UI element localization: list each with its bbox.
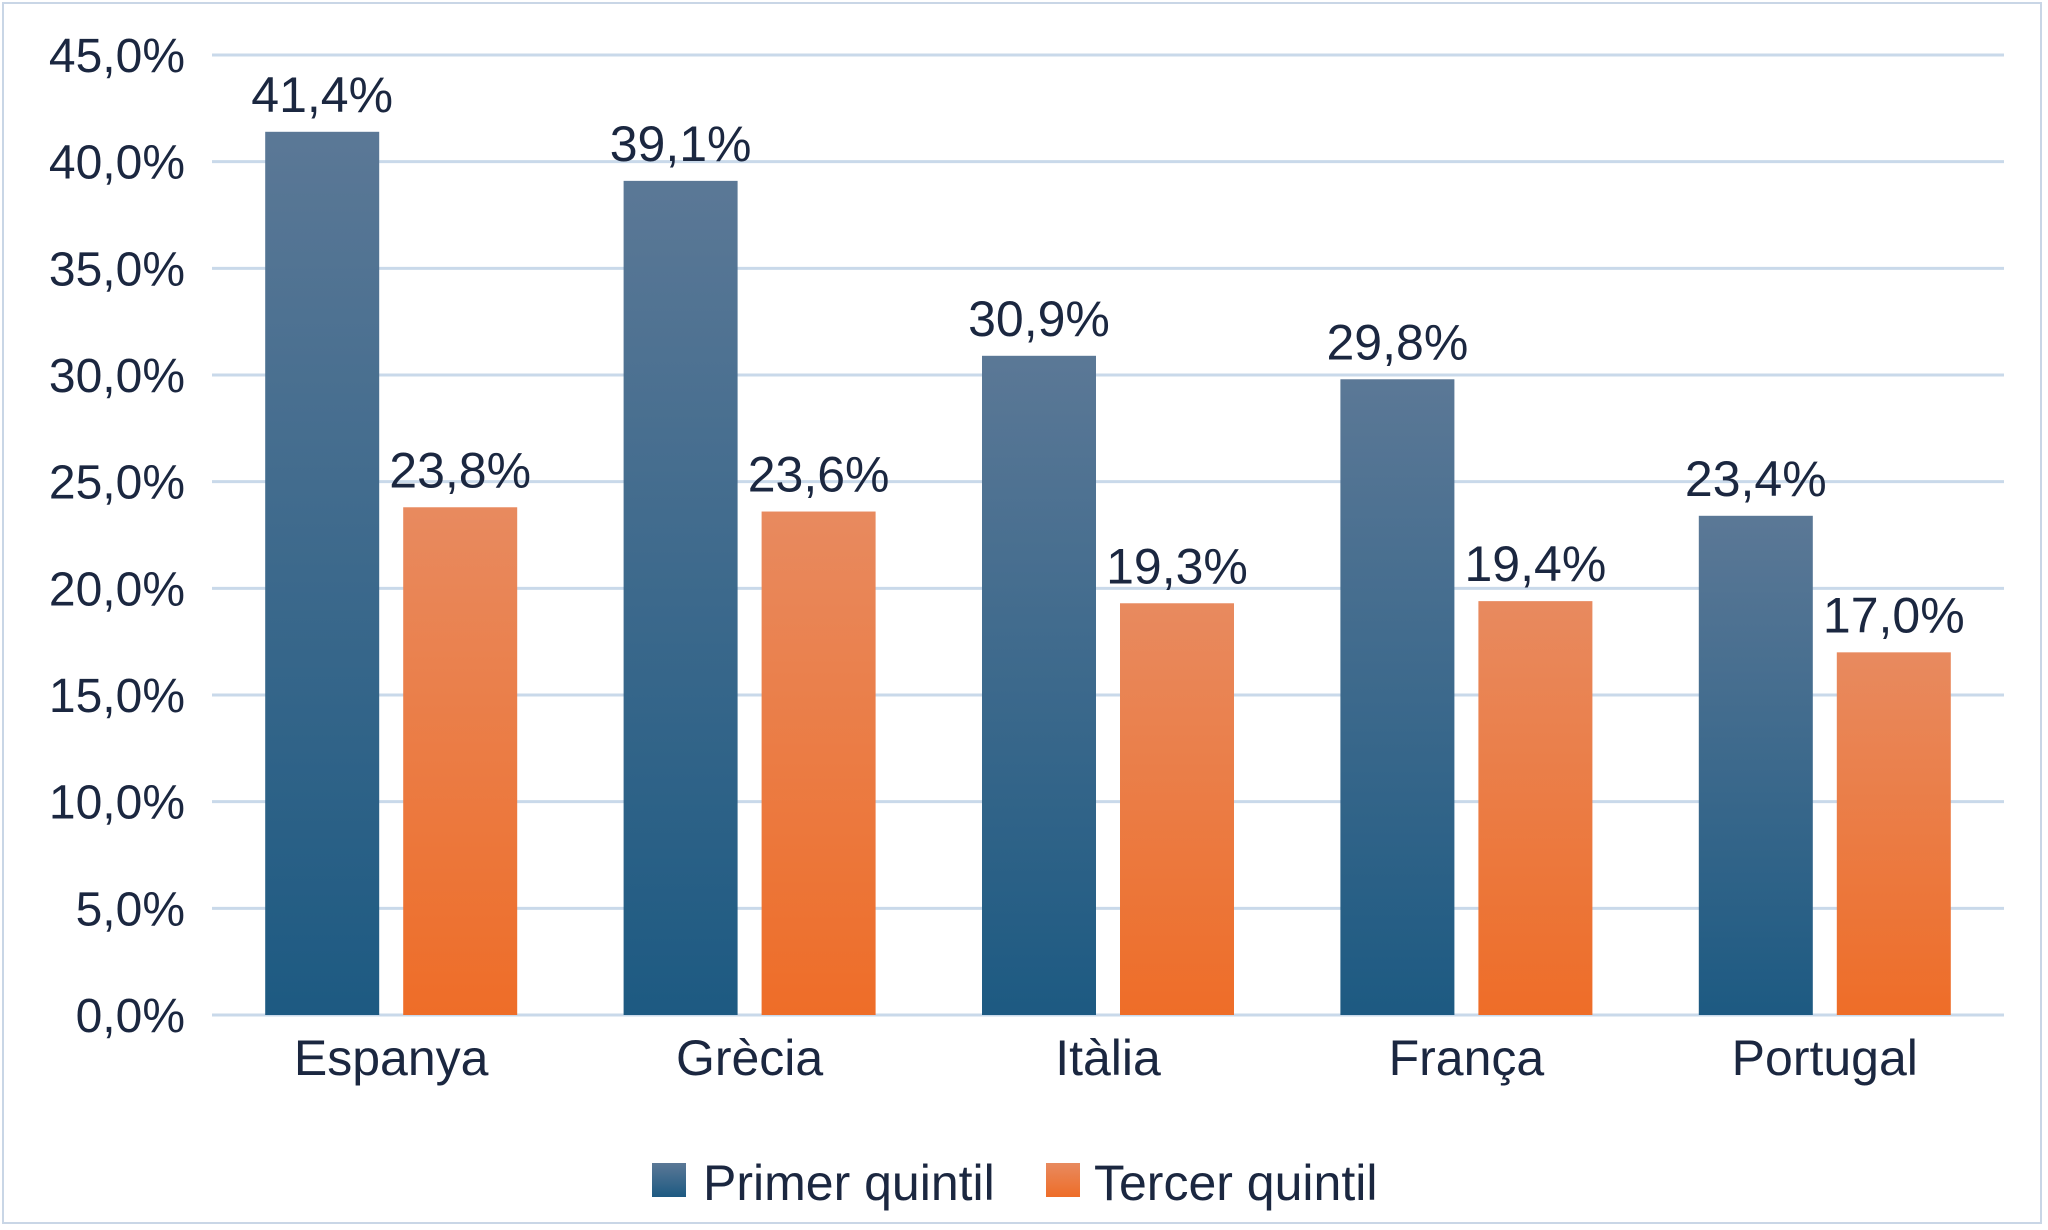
bar-primer-espanya [265, 131, 380, 1016]
category-label: Portugal [1732, 1030, 1918, 1086]
data-label: 29,8% [1327, 314, 1469, 370]
data-label: 19,4% [1465, 536, 1607, 592]
y-axis-tick-labels: 0,0% 5,0% 10,0% 15,0% 20,0% 25,0% 30,0% 35,0% 40… [49, 30, 185, 1043]
data-labels: 41,4% 23,8% 39,1% 23,6% 30,9% 19,3% 29,8% 19,4%… [251, 67, 1964, 644]
bar-tercer-itàlia [1120, 603, 1234, 1015]
y-tick-label: 40,0% [49, 137, 185, 190]
legend-item: Primer quintil [652, 1155, 995, 1211]
data-label: 41,4% [251, 67, 393, 123]
bar-tercer-espanya [403, 507, 518, 1015]
bar-primer-portugal [1698, 515, 1813, 1015]
y-tick-label: 10,0% [49, 777, 185, 830]
data-label: 19,3% [1106, 538, 1248, 594]
y-tick-label: 30,0% [49, 350, 185, 403]
y-tick-label: 0,0% [76, 990, 185, 1043]
category-label: Itàlia [1055, 1030, 1161, 1086]
y-tick-label: 45,0% [49, 30, 185, 83]
legend-label: Primer quintil [703, 1155, 995, 1211]
category-label: França [1389, 1030, 1545, 1086]
legend-label: Tercer quintil [1094, 1155, 1377, 1211]
category-label: Grècia [676, 1030, 823, 1086]
bar-tercer-frança [1478, 601, 1593, 1015]
y-tick-label: 35,0% [49, 243, 185, 296]
legend-swatch [1046, 1163, 1080, 1197]
bar-primer-itàlia [982, 355, 1096, 1015]
y-tick-label: 25,0% [49, 457, 185, 510]
bar-tercer-grècia [761, 511, 876, 1015]
legend: Primer quintil Tercer quintil [652, 1155, 1377, 1211]
data-label: 23,6% [748, 447, 890, 503]
category-label: Espanya [294, 1030, 489, 1086]
bars [265, 131, 1951, 1016]
legend-item: Tercer quintil [1046, 1155, 1377, 1211]
data-label: 39,1% [610, 116, 752, 172]
data-label: 17,0% [1823, 587, 1965, 643]
x-axis-category-labels: Espanya Grècia Itàlia França Portugal [294, 1030, 1918, 1086]
bar-tercer-portugal [1836, 652, 1951, 1015]
data-label: 23,8% [389, 442, 531, 498]
y-tick-label: 5,0% [76, 883, 185, 936]
y-tick-label: 15,0% [49, 670, 185, 723]
data-label: 23,4% [1685, 451, 1827, 507]
data-label: 30,9% [968, 291, 1110, 347]
legend-swatch [652, 1163, 686, 1197]
bar-primer-frança [1340, 379, 1455, 1015]
bar-primer-grècia [623, 180, 738, 1015]
y-tick-label: 20,0% [49, 563, 185, 616]
